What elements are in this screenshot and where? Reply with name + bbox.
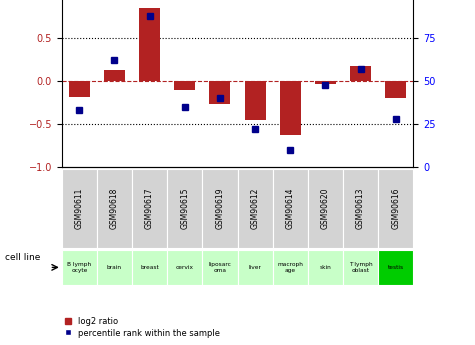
Bar bbox=[245, 81, 266, 120]
Bar bbox=[132, 250, 167, 285]
Text: GSM90614: GSM90614 bbox=[286, 188, 294, 229]
Text: cervix: cervix bbox=[176, 265, 194, 270]
Text: cell line: cell line bbox=[5, 253, 40, 262]
Text: brain: brain bbox=[107, 265, 122, 270]
Text: GSM90617: GSM90617 bbox=[145, 188, 154, 229]
Bar bbox=[62, 250, 97, 285]
Bar bbox=[104, 70, 125, 81]
Text: GSM90611: GSM90611 bbox=[75, 188, 84, 229]
Bar bbox=[350, 66, 371, 81]
Text: T lymph
oblast: T lymph oblast bbox=[349, 262, 372, 273]
Bar bbox=[202, 169, 238, 248]
Bar bbox=[385, 81, 406, 98]
Bar bbox=[202, 250, 238, 285]
Text: GSM90618: GSM90618 bbox=[110, 188, 119, 229]
Bar bbox=[273, 169, 308, 248]
Text: skin: skin bbox=[320, 265, 331, 270]
Bar bbox=[308, 169, 343, 248]
Bar bbox=[238, 169, 273, 248]
Text: liver: liver bbox=[248, 265, 262, 270]
Bar bbox=[343, 250, 378, 285]
Text: GSM90615: GSM90615 bbox=[180, 188, 189, 229]
Bar bbox=[62, 169, 97, 248]
Bar bbox=[167, 250, 202, 285]
Text: testis: testis bbox=[388, 265, 404, 270]
Text: GSM90616: GSM90616 bbox=[391, 188, 400, 229]
Bar bbox=[378, 250, 413, 285]
Bar bbox=[315, 81, 336, 83]
Bar bbox=[174, 81, 195, 90]
Bar bbox=[132, 169, 167, 248]
Bar bbox=[69, 81, 90, 97]
Text: macroph
age: macroph age bbox=[277, 262, 303, 273]
Bar bbox=[378, 169, 413, 248]
Bar bbox=[238, 250, 273, 285]
Bar bbox=[280, 81, 301, 135]
Bar bbox=[167, 169, 202, 248]
Text: GSM90612: GSM90612 bbox=[251, 188, 259, 229]
Text: GSM90619: GSM90619 bbox=[216, 188, 224, 229]
Bar bbox=[97, 250, 132, 285]
Bar bbox=[139, 8, 160, 81]
Text: B lymph
ocyte: B lymph ocyte bbox=[67, 262, 91, 273]
Bar bbox=[97, 169, 132, 248]
Text: GSM90620: GSM90620 bbox=[321, 188, 330, 229]
Text: liposarc
oma: liposarc oma bbox=[209, 262, 231, 273]
Legend: log2 ratio, percentile rank within the sample: log2 ratio, percentile rank within the s… bbox=[61, 314, 223, 341]
Bar bbox=[273, 250, 308, 285]
Text: GSM90613: GSM90613 bbox=[356, 188, 365, 229]
Bar bbox=[308, 250, 343, 285]
Bar bbox=[343, 169, 378, 248]
Bar bbox=[209, 81, 230, 104]
Text: breast: breast bbox=[140, 265, 159, 270]
